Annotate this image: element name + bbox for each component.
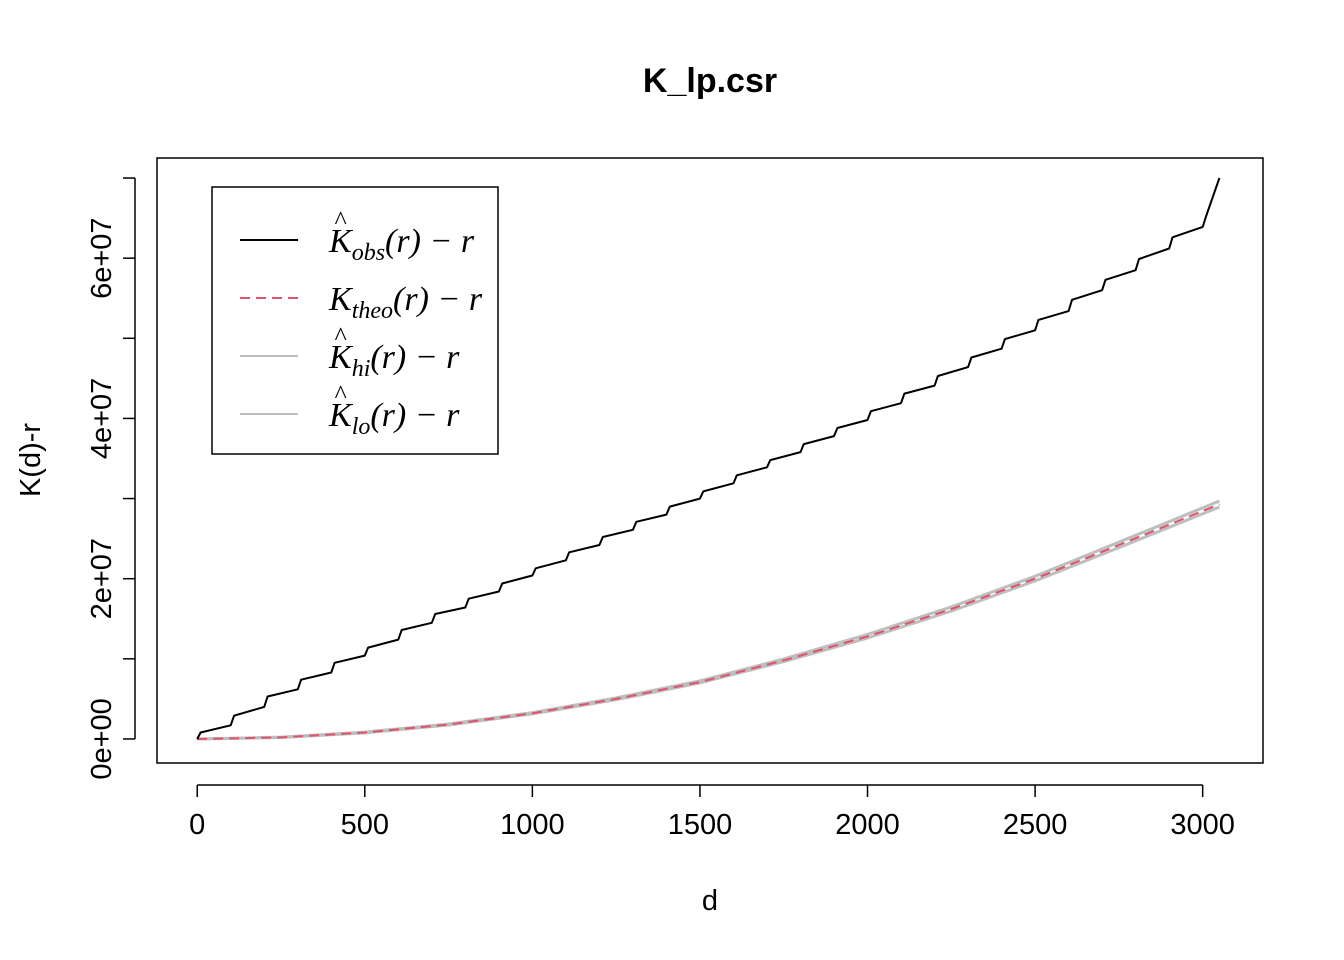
- x-axis-label: d: [702, 885, 718, 917]
- x-tick-label: 1000: [500, 809, 565, 841]
- series-line-theo: [197, 503, 1220, 740]
- x-tick-label: 2000: [835, 809, 900, 841]
- series-line-obs: [196, 177, 1221, 740]
- legend-label-lo: Klo(r) − r: [328, 397, 460, 440]
- legend-hat-lo: ^: [334, 380, 347, 409]
- x-tick-label: 0: [189, 809, 205, 841]
- y-tick-label: 2e+07: [86, 538, 118, 619]
- legend-hat-obs: ^: [334, 206, 347, 235]
- x-tick-label: 3000: [1170, 809, 1235, 841]
- y-axis-label: K(d)-r: [15, 423, 47, 497]
- y-axis: 0e+00 2e+07 4e+07 6e+07: [86, 177, 136, 780]
- x-tick-label: 1500: [668, 809, 733, 841]
- series-line-hi: [197, 499, 1220, 741]
- chart-title: K_lp.csr: [643, 62, 777, 100]
- legend-hat-hi: ^: [334, 322, 347, 351]
- x-tick-label: 500: [341, 809, 389, 841]
- plot-frame: [156, 157, 1264, 764]
- legend-box: [211, 186, 499, 455]
- legend-label-theo: Ktheo(r) − r: [328, 281, 483, 324]
- y-tick-label: 4e+07: [86, 378, 118, 459]
- y-tick-label: 6e+07: [86, 217, 118, 298]
- series-layer: [196, 177, 1221, 741]
- x-tick-label: 2500: [1003, 809, 1068, 841]
- series-line-lo: [197, 505, 1220, 741]
- x-axis: 0 500 1000 1500 2000 2500 3000: [189, 784, 1235, 841]
- legend-label-hi: Khi(r) − r: [328, 339, 460, 382]
- legend-label-obs: Kobs(r) − r: [328, 223, 475, 266]
- y-tick-label: 0e+00: [86, 698, 118, 779]
